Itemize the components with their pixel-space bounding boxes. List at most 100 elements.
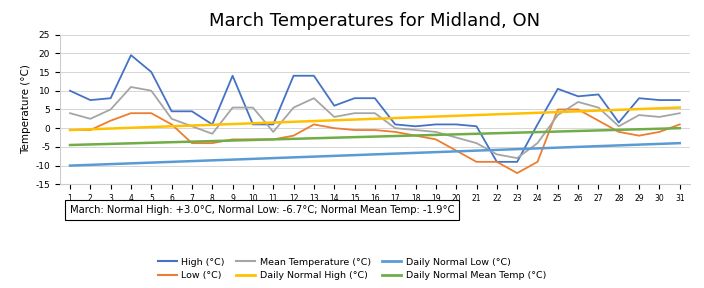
Mean Temperature (°C)	[106, 108, 115, 111]
Mean Temperature (°C)	[615, 125, 623, 128]
Daily Normal High (°C)	[574, 110, 582, 113]
Mean Temperature (°C)	[269, 130, 277, 134]
Line: Daily Normal High (°C): Daily Normal High (°C)	[70, 108, 680, 130]
Daily Normal Mean Temp (°C)	[269, 138, 277, 141]
High (°C)	[655, 98, 664, 102]
Daily Normal Low (°C)	[452, 150, 460, 153]
Daily Normal Low (°C)	[351, 154, 359, 157]
High (°C)	[432, 123, 440, 126]
High (°C)	[635, 96, 643, 100]
Mean Temperature (°C)	[472, 141, 481, 145]
Daily Normal Mean Temp (°C)	[86, 143, 94, 146]
Daily Normal Low (°C)	[147, 161, 156, 164]
High (°C)	[533, 123, 541, 126]
Daily Normal High (°C)	[676, 106, 684, 109]
Daily Normal High (°C)	[411, 115, 420, 119]
Low (°C)	[472, 160, 481, 164]
Daily Normal Mean Temp (°C)	[351, 135, 359, 139]
High (°C)	[228, 74, 237, 77]
Daily Normal High (°C)	[351, 118, 359, 121]
Low (°C)	[370, 128, 379, 132]
Low (°C)	[513, 171, 522, 175]
Daily Normal Mean Temp (°C)	[330, 136, 339, 139]
Daily Normal Mean Temp (°C)	[635, 128, 643, 131]
Mean Temperature (°C)	[249, 106, 257, 109]
Daily Normal Mean Temp (°C)	[370, 135, 379, 138]
Daily Normal Mean Temp (°C)	[106, 142, 115, 146]
Mean Temperature (°C)	[513, 156, 522, 160]
Daily Normal High (°C)	[635, 107, 643, 111]
High (°C)	[269, 123, 277, 126]
Daily Normal High (°C)	[168, 125, 176, 128]
High (°C)	[472, 125, 481, 128]
Daily Normal High (°C)	[269, 121, 277, 124]
Daily Normal Low (°C)	[493, 148, 501, 151]
Mean Temperature (°C)	[370, 111, 379, 115]
Line: High (°C): High (°C)	[70, 55, 680, 162]
High (°C)	[310, 74, 318, 77]
High (°C)	[513, 160, 522, 164]
Daily Normal High (°C)	[655, 107, 664, 110]
Daily Normal Mean Temp (°C)	[411, 134, 420, 137]
Low (°C)	[330, 126, 339, 130]
Daily Normal High (°C)	[391, 116, 399, 120]
Daily Normal Low (°C)	[370, 153, 379, 156]
Low (°C)	[188, 141, 196, 145]
Low (°C)	[147, 111, 156, 115]
X-axis label: Date: Date	[362, 206, 388, 216]
Low (°C)	[655, 130, 664, 134]
Daily Normal Mean Temp (°C)	[188, 140, 196, 143]
Mean Temperature (°C)	[594, 106, 603, 109]
Daily Normal Low (°C)	[513, 147, 522, 151]
Text: March: Normal High: +3.0°C, Normal Low: -6.7°C; Normal Mean Temp: -1.9°C: March: Normal High: +3.0°C, Normal Low: …	[70, 205, 455, 215]
Mean Temperature (°C)	[411, 128, 420, 132]
Daily Normal Mean Temp (°C)	[127, 142, 135, 145]
Mean Temperature (°C)	[432, 130, 440, 134]
Low (°C)	[269, 138, 277, 141]
Daily Normal Low (°C)	[574, 145, 582, 149]
High (°C)	[86, 98, 94, 102]
Mean Temperature (°C)	[127, 85, 135, 89]
Daily Normal Low (°C)	[269, 156, 277, 160]
Daily Normal Mean Temp (°C)	[289, 137, 298, 141]
Low (°C)	[391, 130, 399, 134]
Mean Temperature (°C)	[228, 106, 237, 109]
Mean Temperature (°C)	[289, 106, 298, 109]
Daily Normal Low (°C)	[533, 147, 541, 150]
Mean Temperature (°C)	[676, 111, 684, 115]
Daily Normal High (°C)	[493, 113, 501, 116]
High (°C)	[452, 123, 460, 126]
Daily Normal Mean Temp (°C)	[208, 139, 217, 143]
High (°C)	[208, 123, 217, 126]
Daily Normal High (°C)	[472, 113, 481, 117]
Low (°C)	[228, 138, 237, 141]
High (°C)	[370, 96, 379, 100]
Daily Normal Mean Temp (°C)	[615, 128, 623, 132]
Daily Normal Mean Temp (°C)	[391, 134, 399, 138]
Daily Normal High (°C)	[370, 117, 379, 121]
Daily Normal Low (°C)	[635, 143, 643, 146]
Daily Normal High (°C)	[65, 128, 74, 132]
Daily Normal Mean Temp (°C)	[249, 138, 257, 142]
Low (°C)	[432, 138, 440, 141]
Daily Normal Mean Temp (°C)	[452, 132, 460, 136]
Daily Normal Mean Temp (°C)	[493, 132, 501, 135]
Title: March Temperatures for Midland, ON: March Temperatures for Midland, ON	[209, 12, 541, 30]
Line: Mean Temperature (°C): Mean Temperature (°C)	[70, 87, 680, 158]
Low (°C)	[411, 134, 420, 137]
Mean Temperature (°C)	[574, 100, 582, 104]
High (°C)	[676, 98, 684, 102]
Daily Normal Mean Temp (°C)	[533, 130, 541, 134]
High (°C)	[391, 123, 399, 126]
Daily Normal Low (°C)	[106, 162, 115, 166]
Low (°C)	[65, 128, 74, 132]
High (°C)	[249, 123, 257, 126]
Low (°C)	[106, 119, 115, 122]
High (°C)	[615, 121, 623, 124]
Daily Normal Low (°C)	[289, 156, 298, 159]
Daily Normal High (°C)	[127, 126, 135, 130]
Daily Normal Low (°C)	[676, 141, 684, 145]
Line: Daily Normal Mean Temp (°C): Daily Normal Mean Temp (°C)	[70, 128, 680, 145]
Mean Temperature (°C)	[553, 113, 562, 117]
Mean Temperature (°C)	[147, 89, 156, 92]
